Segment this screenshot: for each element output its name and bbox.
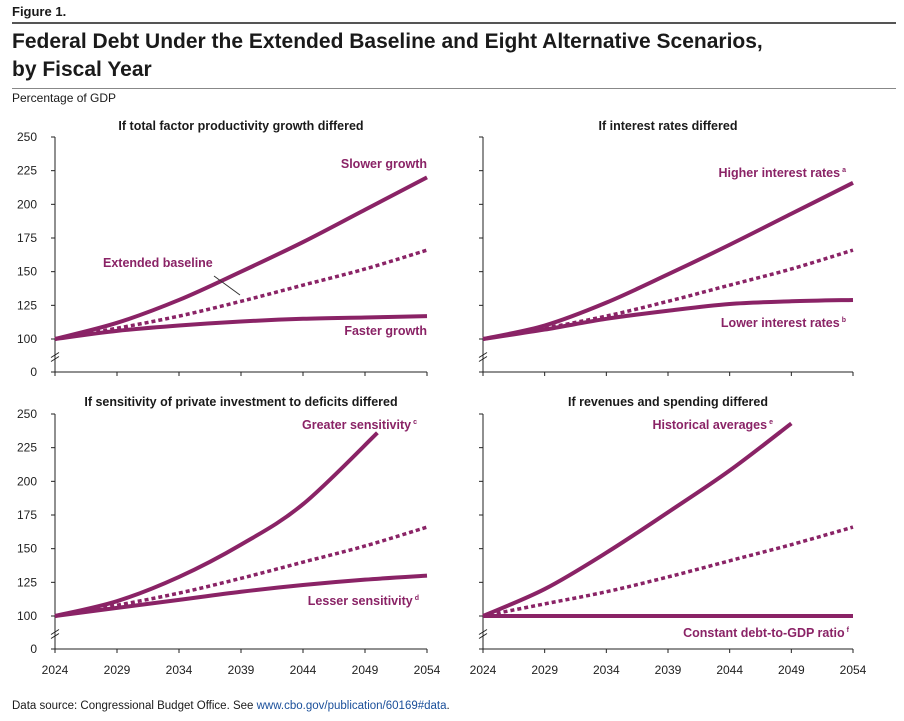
series-line	[54, 431, 379, 618]
series-line	[482, 421, 793, 618]
series-label: Slower growth	[341, 157, 427, 171]
label-leader-line	[213, 275, 241, 296]
series-label: Extended baseline	[103, 256, 213, 270]
y-tick-label: 225	[17, 164, 37, 178]
source-suffix: .	[446, 700, 450, 712]
y-tick-label: 250	[17, 130, 37, 144]
y-tick-label: 100	[17, 332, 37, 346]
series-note-marker: b	[842, 317, 846, 324]
panel-title: If interest rates differed	[599, 119, 738, 133]
series-label: Faster growth	[344, 324, 427, 338]
series-line	[54, 248, 428, 341]
axis-break	[50, 352, 60, 358]
x-tick-label: 2039	[655, 663, 682, 677]
series-label: Greater sensitivity c	[302, 418, 417, 432]
y-tick-label: 150	[17, 265, 37, 279]
series-label: Historical averages e	[652, 418, 773, 432]
series-line	[54, 525, 428, 618]
y-tick-label: 0	[30, 642, 37, 656]
y-tick-label: 225	[17, 441, 37, 455]
panel-title: If total factor productivity growth diff…	[118, 119, 363, 133]
series-line	[54, 175, 428, 341]
x-tick-label: 2024	[42, 663, 69, 677]
y-tick-label: 200	[17, 474, 37, 488]
x-tick-label: 2034	[166, 663, 193, 677]
panel-title: If sensitivity of private investment to …	[84, 395, 397, 409]
y-tick-label: 125	[17, 575, 37, 589]
y-tick-label: 125	[17, 298, 37, 312]
x-tick-label: 2034	[593, 663, 620, 677]
axis-break	[478, 352, 488, 358]
series-note-marker: c	[413, 419, 417, 426]
title-rule	[12, 88, 896, 89]
x-tick-label: 2039	[228, 663, 255, 677]
series-line	[54, 314, 428, 341]
source-prefix: Data source: Congressional Budget Office…	[12, 700, 257, 712]
y-tick-label: 175	[17, 508, 37, 522]
x-tick-label: 2029	[531, 663, 558, 677]
chart-title: Federal Debt Under the Extended Baseline…	[12, 28, 892, 84]
figure-label: Figure 1.	[12, 4, 67, 19]
series-line	[482, 525, 854, 618]
axis-break	[478, 633, 488, 639]
series-line	[54, 573, 428, 618]
series-note-marker: d	[415, 595, 419, 602]
x-tick-label: 2024	[470, 663, 497, 677]
y-tick-label: 250	[17, 407, 37, 421]
units-label: Percentage of GDP	[12, 91, 117, 105]
data-source: Data source: Congressional Budget Office…	[12, 700, 450, 712]
x-tick-label: 2044	[290, 663, 317, 677]
series-line	[482, 248, 854, 341]
axis-break	[478, 356, 488, 362]
x-tick-label: 2049	[778, 663, 805, 677]
x-tick-label: 2049	[352, 663, 379, 677]
series-note-marker: f	[847, 627, 850, 634]
series-label: Lower interest rates b	[721, 316, 846, 330]
series-note-marker: a	[842, 167, 846, 174]
source-link[interactable]: www.cbo.gov/publication/60169#data	[256, 700, 447, 712]
series-label: Lesser sensitivity d	[308, 594, 419, 608]
y-tick-label: 175	[17, 231, 37, 245]
series-label: Higher interest rates a	[719, 166, 847, 180]
series-note-marker: e	[769, 419, 773, 426]
axis-break	[50, 629, 60, 635]
series-line	[482, 180, 854, 341]
series-label: Constant debt-to-GDP ratio f	[683, 626, 850, 640]
chart-area: If total factor productivity growth diff…	[17, 119, 867, 677]
axis-break	[50, 356, 60, 362]
title-line-1: Federal Debt Under the Extended Baseline…	[12, 30, 763, 53]
title-line-2: by Fiscal Year	[12, 58, 152, 81]
y-tick-label: 200	[17, 197, 37, 211]
axis-break	[50, 633, 60, 639]
x-tick-label: 2054	[840, 663, 867, 677]
panel-title: If revenues and spending differed	[568, 395, 768, 409]
x-tick-label: 2054	[414, 663, 441, 677]
y-tick-label: 0	[30, 365, 37, 379]
top-rule	[12, 22, 896, 24]
y-tick-label: 150	[17, 542, 37, 556]
x-tick-label: 2044	[716, 663, 743, 677]
y-tick-label: 100	[17, 609, 37, 623]
series-line	[482, 297, 854, 341]
axis-break	[478, 629, 488, 635]
x-tick-label: 2029	[104, 663, 131, 677]
